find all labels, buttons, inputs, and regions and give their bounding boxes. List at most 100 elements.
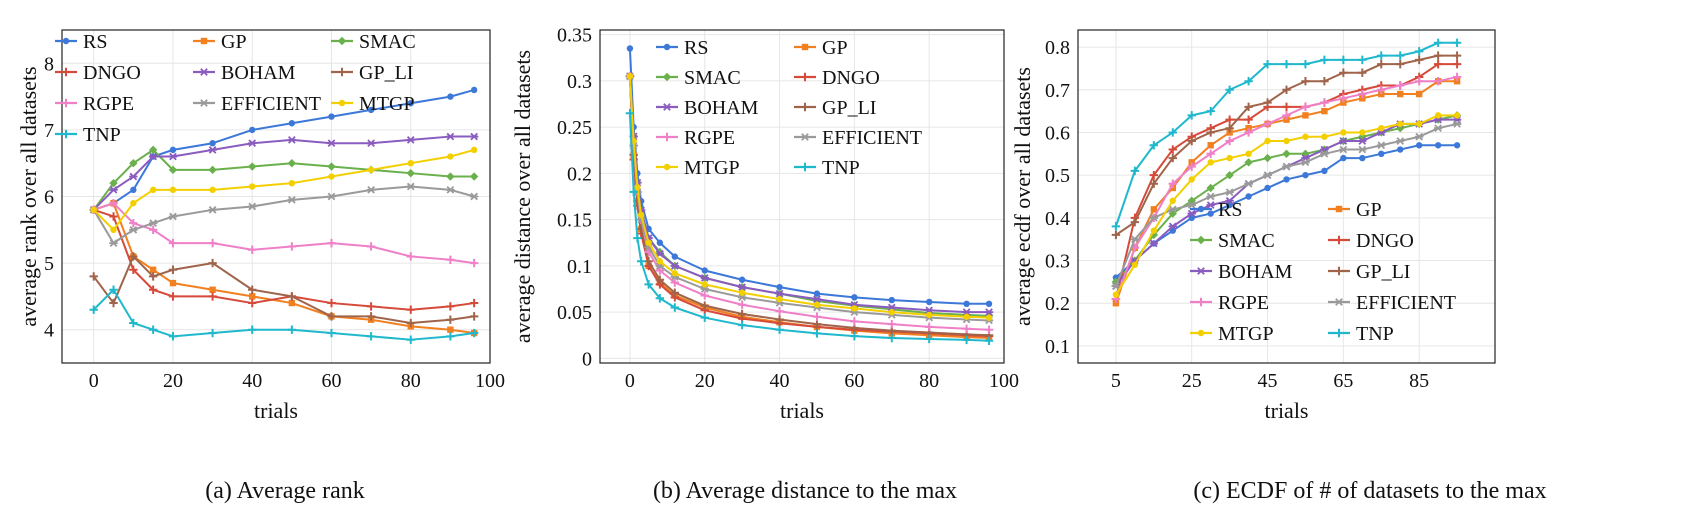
- data-point: [655, 247, 665, 257]
- data-point: [776, 295, 783, 303]
- legend-label: TNP: [1356, 323, 1394, 345]
- data-point: [1282, 102, 1291, 112]
- data-point: [1131, 261, 1139, 269]
- legend-swatch-marker: [1197, 329, 1205, 337]
- data-point: [248, 325, 257, 334]
- data-point: [1264, 184, 1271, 192]
- legend-label: DNGO: [822, 67, 880, 89]
- x-tick-label: 20: [163, 370, 183, 392]
- series-line: [92, 185, 475, 245]
- data-point: [208, 328, 217, 338]
- data-point: [248, 202, 257, 211]
- data-point: [1206, 149, 1215, 159]
- data-point: [1396, 51, 1405, 60]
- data-point: [1149, 170, 1159, 180]
- data-point: [366, 139, 376, 148]
- data-point: [655, 266, 665, 275]
- data-point: [645, 239, 652, 246]
- data-point: [1359, 95, 1366, 102]
- data-point: [89, 305, 98, 314]
- legend-label: GP_LI: [822, 97, 876, 119]
- series-smac: [625, 72, 994, 321]
- data-point: [109, 178, 118, 188]
- series-gp-li: [1111, 51, 1462, 240]
- data-point: [1282, 111, 1291, 120]
- data-point: [209, 286, 216, 293]
- legend-swatch-marker: [662, 103, 672, 111]
- data-point: [469, 132, 479, 141]
- series-gp-li: [89, 252, 479, 328]
- data-point: [1397, 90, 1404, 98]
- data-point: [168, 152, 178, 161]
- data-point: [1244, 179, 1253, 188]
- data-point: [887, 303, 896, 312]
- x-tick-label: 100: [989, 370, 1019, 392]
- data-point: [1263, 119, 1272, 129]
- y-tick-label: 6: [44, 187, 54, 209]
- data-point: [1264, 137, 1271, 145]
- data-point: [288, 299, 296, 307]
- data-point: [1339, 137, 1348, 145]
- legend-swatch-marker: [800, 102, 810, 112]
- data-point: [149, 266, 157, 273]
- data-point: [701, 267, 708, 274]
- data-point: [701, 281, 708, 288]
- y-tick-label: 7: [44, 120, 54, 142]
- data-point: [1187, 162, 1196, 171]
- caption-c: (c) ECDF of # of datasets to the max: [1193, 478, 1547, 504]
- data-point: [149, 186, 157, 194]
- data-point: [1112, 291, 1120, 298]
- data-point: [1206, 192, 1215, 201]
- data-point: [446, 302, 455, 311]
- y-tick-label: 0.1: [1045, 336, 1070, 358]
- data-point: [446, 332, 455, 341]
- data-point: [129, 265, 138, 274]
- legend-label: RS: [83, 31, 107, 53]
- y-tick-label: 0.8: [1045, 37, 1070, 59]
- data-point: [148, 285, 158, 294]
- data-point: [109, 298, 118, 308]
- legend-label: GP_LI: [359, 62, 413, 84]
- data-point: [469, 328, 479, 338]
- x-axis-label: trials: [254, 398, 298, 423]
- data-point: [169, 279, 177, 287]
- data-point: [1188, 176, 1195, 183]
- data-point: [1397, 120, 1404, 128]
- legend-swatch-marker: [663, 163, 671, 171]
- data-point: [644, 280, 653, 289]
- data-point: [248, 162, 257, 171]
- data-point: [1149, 239, 1159, 248]
- data-point: [1112, 300, 1120, 307]
- data-point: [1207, 210, 1214, 217]
- chart-panel-2: 0 20 40 60 80 100 0 0.05 0.1 0.15 0.2 0.25 0.3 0.35 tr…: [510, 25, 1019, 423]
- data-point: [1263, 171, 1272, 179]
- y-axis-label: average ecdf over all datasets: [1010, 67, 1035, 326]
- data-point: [851, 294, 858, 301]
- series-mtgp: [1112, 112, 1461, 298]
- data-point: [671, 253, 679, 260]
- data-point: [209, 140, 216, 147]
- data-point: [962, 335, 971, 345]
- data-point: [287, 136, 297, 144]
- data-point: [327, 328, 336, 338]
- data-point: [1206, 201, 1215, 209]
- data-point: [208, 292, 217, 301]
- data-point: [328, 173, 335, 180]
- data-point: [1321, 133, 1328, 140]
- data-point: [129, 225, 138, 234]
- series-line: [628, 76, 990, 319]
- data-point: [287, 292, 297, 301]
- data-point: [110, 226, 117, 233]
- legend-swatch-marker: [61, 67, 71, 77]
- data-point: [670, 278, 680, 287]
- data-point: [1226, 154, 1233, 162]
- data-point: [850, 331, 859, 341]
- data-point: [1377, 59, 1386, 69]
- data-point: [287, 159, 297, 168]
- data-point: [1225, 115, 1234, 124]
- data-point: [406, 305, 415, 314]
- data-point: [1149, 141, 1159, 150]
- data-point: [1168, 128, 1177, 137]
- data-point: [887, 333, 896, 343]
- data-point: [1433, 124, 1443, 133]
